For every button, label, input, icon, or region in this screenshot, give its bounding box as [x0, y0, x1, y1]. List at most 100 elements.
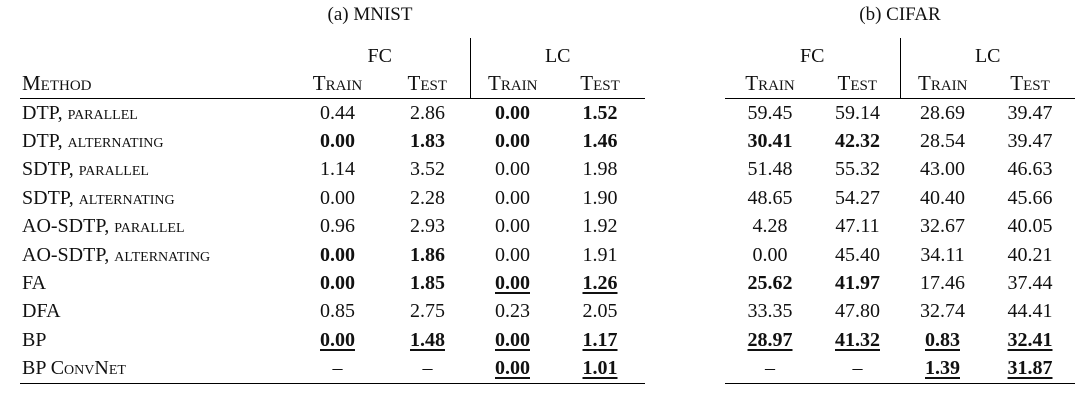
- cell-value: 51.48: [747, 158, 793, 181]
- cell-value: 0.00: [495, 158, 530, 181]
- cell-value: 0.00: [320, 328, 355, 351]
- cell-value: 17.46: [920, 272, 965, 295]
- table-row: 28.97 41.32 0.83 32.41: [725, 326, 1075, 354]
- caption: (a) MNIST: [327, 4, 413, 25]
- table-row: DFA 0.85 2.75 0.23 2.05: [20, 298, 645, 326]
- table-row: AO-SDTP, alternating 0.00 1.86 0.00 1.91: [20, 241, 645, 269]
- cell-value: 0.85: [320, 300, 355, 323]
- table-row: FA 0.00 1.85 0.00 1.26: [20, 269, 645, 297]
- group-header: FC: [800, 45, 825, 67]
- cell-value: 3.52: [410, 158, 445, 181]
- cell-value: 0.44: [320, 101, 355, 124]
- cell-value: 32.74: [920, 300, 965, 323]
- table-row: 30.41 42.32 28.54 39.47: [725, 127, 1075, 155]
- cell-value: 0.00: [470, 354, 555, 384]
- table-row: 59.45 59.14 28.69 39.47: [725, 99, 1075, 128]
- cell-value: 0.00: [495, 272, 530, 295]
- table-row: 33.35 47.80 32.74 44.41: [725, 298, 1075, 326]
- cell-value: 40.21: [1007, 243, 1053, 266]
- cell-value: 1.14: [320, 158, 355, 181]
- cell-value: 1.17: [582, 328, 618, 351]
- cell-value: 47.11: [835, 215, 880, 238]
- cell-value: 1.52: [582, 101, 618, 124]
- cell-value: 1.01: [555, 354, 645, 384]
- method-name: BP: [22, 328, 47, 351]
- method-name: SDTP, parallel: [22, 158, 149, 181]
- column-header: Train: [469, 68, 555, 99]
- cell-value: 1.83: [410, 130, 445, 153]
- cell-value: 31.87: [985, 354, 1075, 384]
- cell-value: 41.32: [835, 328, 880, 351]
- cell-value: 25.62: [747, 272, 793, 295]
- table-row: DTP, parallel 0.44 2.86 0.00 1.52: [20, 99, 645, 128]
- cell-value: 45.66: [1007, 186, 1053, 209]
- cell-value: –: [815, 354, 900, 384]
- column-header: Test: [555, 68, 645, 99]
- group-header: FC: [367, 45, 392, 67]
- cell-value: 0.00: [752, 243, 788, 266]
- cell-value: 0.00: [495, 101, 530, 124]
- cell-value: 48.65: [747, 186, 793, 209]
- cell-value: 0.00: [495, 243, 530, 266]
- column-header: Train: [290, 68, 385, 99]
- group-header: LC: [469, 38, 645, 68]
- cell-value: 42.32: [835, 130, 880, 153]
- column-header: Train: [899, 68, 985, 99]
- group-header: LC: [899, 38, 1075, 68]
- cell-value: 47.80: [835, 300, 880, 323]
- cell-value: 2.86: [410, 101, 445, 124]
- cell-value: 43.00: [920, 158, 965, 181]
- cell-value: –: [725, 354, 815, 384]
- table-row: DTP, alternating 0.00 1.83 0.00 1.46: [20, 127, 645, 155]
- cell-value: 40.05: [1007, 215, 1053, 238]
- cell-value: 0.00: [495, 130, 530, 153]
- cell-value: 4.28: [752, 215, 788, 238]
- cell-value: –: [290, 354, 385, 384]
- method-name: AO-SDTP, alternating: [22, 243, 211, 266]
- cell-value: 59.45: [747, 101, 793, 124]
- method-name: DFA: [22, 300, 61, 323]
- cell-value: 1.46: [582, 130, 618, 153]
- cell-value: 0.00: [495, 215, 530, 238]
- column-header: Test: [985, 68, 1075, 99]
- cell-value: 40.40: [920, 186, 965, 209]
- table-row: AO-SDTP, parallel 0.96 2.93 0.00 1.92: [20, 213, 645, 241]
- cell-value: 32.67: [920, 215, 965, 238]
- caption: (b) CIFAR: [859, 4, 941, 25]
- cell-value: 0.23: [495, 300, 530, 323]
- cell-value: 1.26: [582, 272, 618, 295]
- cell-value: 2.05: [582, 300, 618, 323]
- cell-value: 46.63: [1007, 158, 1053, 181]
- table-row: SDTP, parallel 1.14 3.52 0.00 1.98: [20, 156, 645, 184]
- cell-value: 1.92: [582, 215, 618, 238]
- cell-value: 34.11: [920, 243, 965, 266]
- cell-value: 1.90: [582, 186, 618, 209]
- results-table: FC LC Method Train Test Train Test DTP, p…: [20, 38, 645, 384]
- table-row: 0.00 45.40 34.11 40.21: [725, 241, 1075, 269]
- cell-value: 0.00: [320, 186, 355, 209]
- table-row: 48.65 54.27 40.40 45.66: [725, 184, 1075, 212]
- cell-value: 0.00: [495, 186, 530, 209]
- cell-value: 1.86: [410, 243, 445, 266]
- method-name: SDTP, alternating: [22, 186, 175, 209]
- cell-value: 44.41: [1007, 300, 1053, 323]
- cell-value: 2.93: [410, 215, 445, 238]
- cell-value: 1.85: [410, 272, 445, 295]
- column-header: Test: [385, 68, 470, 99]
- cell-value: 0.00: [495, 328, 530, 351]
- cell-value: 39.47: [1007, 101, 1053, 124]
- cell-value: 55.32: [835, 158, 880, 181]
- cell-value: 54.27: [835, 186, 880, 209]
- table-row: SDTP, alternating 0.00 2.28 0.00 1.90: [20, 184, 645, 212]
- cell-value: 28.69: [920, 101, 965, 124]
- cell-value: 45.40: [835, 243, 880, 266]
- cell-value: 1.98: [582, 158, 618, 181]
- table-row: BP 0.00 1.48 0.00 1.17: [20, 326, 645, 354]
- cell-value: 28.54: [920, 130, 965, 153]
- cell-value: 1.48: [410, 328, 445, 351]
- cell-value: 0.00: [320, 130, 355, 153]
- cell-value: 59.14: [835, 101, 880, 124]
- cell-value: 0.83: [925, 328, 960, 351]
- table-row: 4.28 47.11 32.67 40.05: [725, 213, 1075, 241]
